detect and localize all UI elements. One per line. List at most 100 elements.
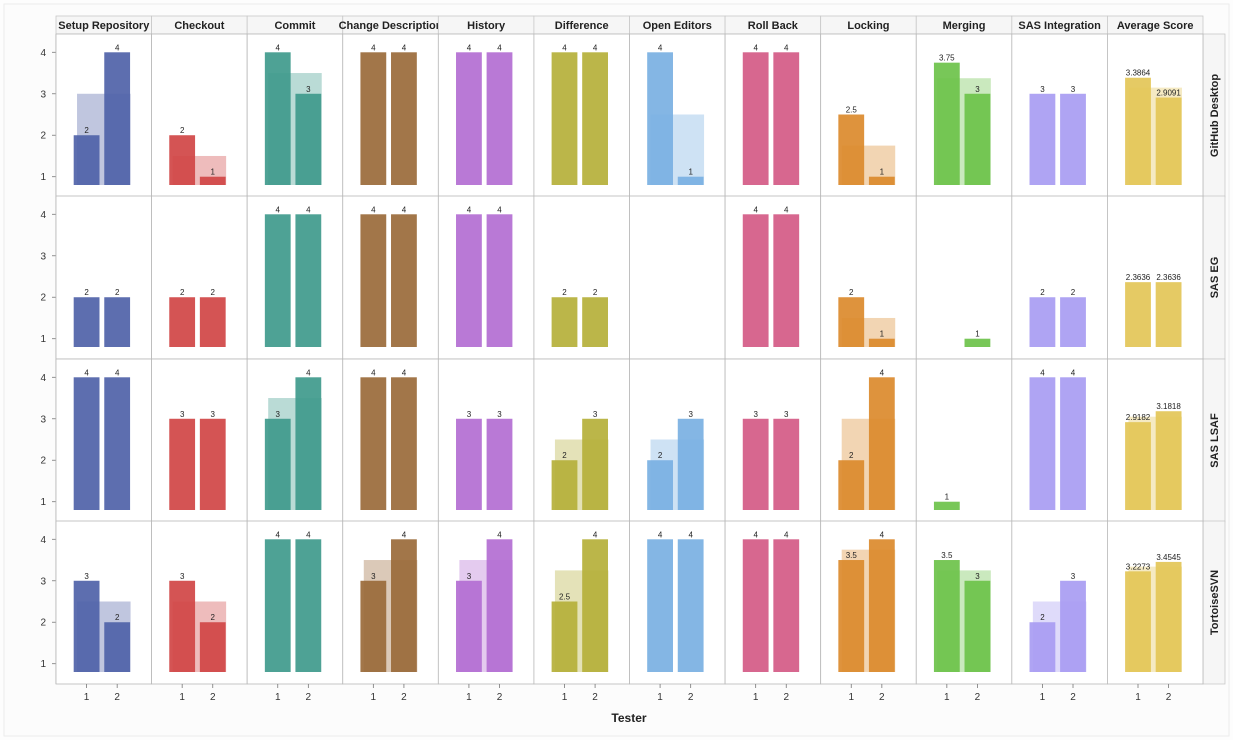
x-tick-label: 1 [84,692,90,703]
bar-sas-eg-average-score-tester-2 [1155,282,1182,347]
x-tick-label: 1 [1040,692,1046,703]
bar-sas-lsaf-sas-integration-tester-2 [1060,377,1086,510]
bar-sas-lsaf-difference-tester-1 [551,460,578,510]
data-label: 2 [562,288,567,297]
data-label: 4 [276,530,281,539]
x-tick-label: 1 [944,692,950,703]
x-tick-label: 1 [657,692,663,703]
data-label: 4 [784,43,789,52]
bar-sas-lsaf-commit-tester-2 [295,377,322,510]
bar-sas-eg-history-tester-1 [456,214,482,347]
data-label: 4 [276,205,281,214]
data-label: 2 [211,288,216,297]
bar-tortoisesvn-open-editors-tester-2 [677,539,704,672]
bar-sas-lsaf-merging-tester-1 [933,501,960,510]
bar-github-desktop-commit-tester-2 [295,93,322,185]
bar-sas-lsaf-average-score-tester-2 [1155,411,1182,510]
y-tick-label: 1 [40,497,46,508]
bar-github-desktop-difference-tester-2 [582,52,608,186]
bar-sas-eg-sas-integration-tester-2 [1060,297,1086,347]
data-label: 3 [306,85,311,94]
y-tick-label: 3 [40,89,46,100]
data-label: 1 [688,168,693,177]
x-tick-label: 1 [753,692,759,703]
bar-tortoisesvn-merging-tester-2 [964,580,991,672]
bar-sas-lsaf-setup-repository-tester-1 [73,377,100,510]
bar-sas-eg-checkout-tester-2 [199,297,226,347]
data-label: 2 [180,288,185,297]
bar-sas-eg-locking-tester-2 [868,338,895,347]
data-label: 3 [371,572,376,581]
data-label: 3 [180,410,185,419]
bar-tortoisesvn-sas-integration-tester-2 [1060,580,1086,672]
bar-github-desktop-difference-tester-1 [551,52,578,186]
panel-sas-lsaf-merging [915,358,1013,523]
y-tick-label: 3 [40,414,46,425]
y-tick-label: 2 [40,131,46,142]
data-label: 2 [84,288,89,297]
bar-tortoisesvn-change-description-tester-1 [360,580,387,672]
x-tick-label: 2 [497,692,503,703]
data-label: 4 [115,368,120,377]
data-label: 4 [306,530,311,539]
panel-sas-lsaf-checkout [151,358,248,523]
data-label: 3.5 [846,551,858,560]
bar-tortoisesvn-merging-tester-1 [933,560,960,672]
x-tick-label: 2 [306,692,312,703]
data-label: 3 [1071,572,1076,581]
bar-sas-lsaf-locking-tester-2 [868,377,895,510]
row-header-sas-eg: SAS EG [1209,257,1221,299]
data-label: 4 [402,530,407,539]
data-label: 4 [784,530,789,539]
data-label: 1 [880,168,885,177]
y-tick-label: 2 [40,456,46,467]
data-label: 2 [1040,613,1045,622]
panel-sas-eg-open-editors [629,195,726,360]
data-label: 4 [658,530,663,539]
data-label: 3 [593,410,598,419]
panel-sas-eg-commit [246,195,344,360]
bar-sas-eg-setup-repository-tester-1 [73,297,100,347]
data-label: 3 [497,410,502,419]
data-label: 3 [975,85,980,94]
data-label: 4 [880,530,885,539]
data-label: 2 [115,613,120,622]
panel-github-desktop-sas-integration [1011,33,1108,198]
x-tick-label: 2 [975,692,981,703]
bar-sas-lsaf-open-editors-tester-1 [647,460,673,510]
x-tick-label: 1 [371,692,377,703]
data-label: 4 [562,43,567,52]
data-label: 2.5 [559,593,571,602]
x-tick-label: 2 [114,692,120,703]
column-header-setup-repository: Setup Repository [58,20,150,32]
bar-sas-eg-change-description-tester-2 [391,214,417,347]
bar-github-desktop-commit-tester-1 [264,52,291,186]
column-header-commit: Commit [274,20,315,32]
data-label: 1 [880,330,885,339]
bar-github-desktop-average-score-tester-2 [1155,97,1182,185]
bar-sas-eg-checkout-tester-1 [169,297,196,347]
panel-sas-lsaf-setup-repository [55,358,152,523]
data-label: 4 [276,43,281,52]
data-label: 4 [497,43,502,52]
bar-github-desktop-merging-tester-2 [964,93,991,185]
bar-tortoisesvn-locking-tester-2 [868,539,895,672]
bar-sas-eg-roll-back-tester-2 [773,214,800,347]
bar-sas-lsaf-locking-tester-1 [838,460,865,510]
bar-sas-lsaf-roll-back-tester-1 [742,418,769,510]
bar-tortoisesvn-difference-tester-1 [551,601,578,672]
bar-github-desktop-locking-tester-2 [868,176,895,185]
data-label: 2 [115,288,120,297]
bar-github-desktop-sas-integration-tester-1 [1029,93,1056,185]
data-label: 3 [467,410,472,419]
bar-tortoisesvn-setup-repository-tester-2 [104,622,131,672]
data-label: 1 [975,330,980,339]
y-tick-label: 4 [40,373,46,384]
bar-tortoisesvn-history-tester-1 [456,580,482,672]
column-header-merging: Merging [943,20,986,32]
panel-tortoisesvn-commit [246,520,344,685]
panel-sas-eg-history [437,195,535,360]
data-label: 4 [371,368,376,377]
x-tick-label: 1 [1135,692,1141,703]
